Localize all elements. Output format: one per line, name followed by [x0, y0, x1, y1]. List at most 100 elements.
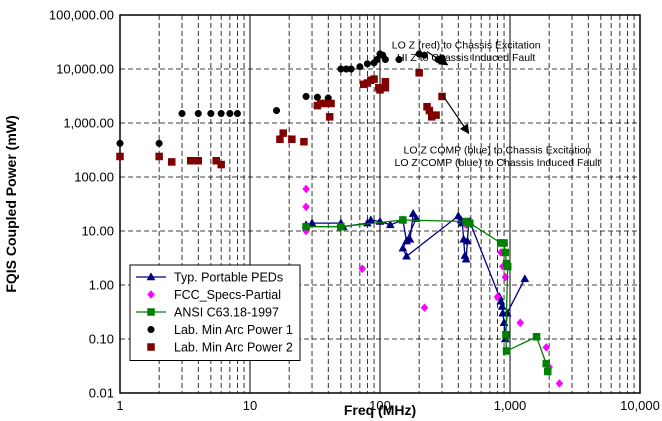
y-tick-label: 1,000.00: [63, 116, 114, 131]
data-point: [381, 83, 390, 92]
plot-area: [119, 14, 641, 394]
legend-label: Lab. Min Arc Power 2: [174, 341, 293, 355]
x-tick-label: 10,000: [620, 398, 660, 413]
data-point: [405, 234, 415, 243]
x-axis-title: Freq (MHz): [344, 402, 416, 418]
legend-marker: [147, 325, 155, 334]
x-tick-label: 10: [243, 398, 257, 413]
data-point: [233, 109, 241, 118]
data-point: [212, 156, 220, 165]
y-tick-label: 0.01: [89, 386, 114, 401]
data-point: [167, 158, 176, 166]
data-point: [363, 60, 371, 68]
data-point: [420, 303, 429, 313]
grid-lines: [120, 15, 640, 393]
data-point: [465, 219, 474, 227]
legend-item: Lab. Min Arc Power 2: [147, 341, 293, 355]
y-tick-label: 1.00: [89, 278, 114, 293]
y-tick-label: 100.00: [74, 170, 114, 185]
series-3: [116, 50, 446, 147]
data-point: [302, 184, 310, 194]
data-point: [398, 243, 408, 252]
x-tick-label: 1,000: [494, 398, 527, 413]
data-point: [337, 222, 345, 231]
y-tick-label: 10.00: [81, 224, 114, 239]
data-point: [516, 318, 525, 328]
data-point: [497, 301, 507, 310]
data-point: [415, 69, 423, 77]
data-point: [313, 93, 321, 101]
data-point: [347, 65, 355, 73]
data-point: [302, 202, 310, 212]
legend-item: Lab. Min Arc Power 1: [147, 323, 293, 337]
y-axis-title: FQIS Coupled Power (mW): [3, 115, 19, 292]
series-line: [306, 219, 549, 372]
data-point: [542, 359, 550, 368]
data-point: [432, 111, 440, 119]
data-point: [207, 109, 215, 118]
data-point: [520, 274, 530, 283]
data-point: [178, 109, 186, 118]
data-point: [502, 330, 510, 339]
data-point: [325, 113, 334, 121]
legend-label: ANSI C63.18-1997: [174, 306, 279, 320]
series-line: [305, 211, 526, 340]
series-1: [302, 184, 564, 388]
data-point: [500, 239, 508, 247]
data-point: [395, 55, 403, 64]
data-point: [356, 63, 364, 71]
data-point: [542, 342, 551, 352]
data-point: [543, 367, 552, 376]
tick-labels: 1 10 100 1,000 10,000 0.01 0.10 1.00 10.00 100.00…: [49, 8, 660, 414]
annotation-text: LO Z COMP (blue) to Chassis Excitation: [404, 145, 592, 157]
data-point: [116, 152, 124, 161]
series-2: [302, 216, 552, 376]
data-point: [155, 152, 163, 161]
data-point: [302, 222, 310, 231]
data-point: [502, 347, 511, 355]
legend-marker: [147, 308, 155, 316]
data-point: [279, 129, 287, 137]
data-point: [373, 55, 381, 64]
annotation-arrow: [441, 93, 470, 135]
data-point: [194, 156, 203, 165]
legend-label: Lab. Min Arc Power 1: [174, 323, 293, 337]
y-tick-label: 10,000.00: [56, 62, 114, 77]
data-point: [272, 107, 281, 115]
data-point: [358, 264, 367, 274]
data-point: [555, 379, 564, 388]
data-point: [402, 251, 411, 260]
data-point: [186, 156, 195, 165]
data-point: [532, 333, 541, 341]
data-point: [438, 92, 446, 101]
annotation-arrow: [426, 51, 449, 66]
legend-box: [129, 264, 301, 361]
x-tick-label: 100: [369, 398, 391, 413]
data-point: [381, 55, 389, 64]
annotation-text: LO Z (red) to Chassis Excitation: [392, 39, 541, 51]
data-point: [425, 106, 434, 115]
series-layer: [116, 50, 564, 388]
data-point: [194, 109, 202, 118]
data-point: [366, 215, 376, 224]
x-tick-label: 1: [116, 398, 123, 413]
data-point: [300, 137, 308, 146]
data-point: [503, 262, 512, 271]
legend-marker: [147, 290, 155, 299]
legend-marker: [147, 343, 155, 351]
data-point: [288, 135, 296, 144]
legend-item: FCC_Specs-Partial: [147, 288, 281, 302]
data-point: [217, 109, 225, 118]
data-point: [501, 248, 510, 257]
legend-label: FCC_Specs-Partial: [174, 288, 281, 302]
legend-item: ANSI C63.18-1997: [136, 306, 279, 320]
legend: Typ. Portable PEDs FCC_Specs-Partial ANSI …: [129, 264, 301, 361]
legend-marker: [146, 272, 156, 281]
data-point: [116, 139, 124, 147]
y-tick-label: 100,000.00: [49, 8, 114, 23]
data-point: [302, 92, 310, 101]
annotation-text: HI Z to Chassis Induced Fault: [397, 52, 535, 64]
series-0: [301, 208, 530, 343]
